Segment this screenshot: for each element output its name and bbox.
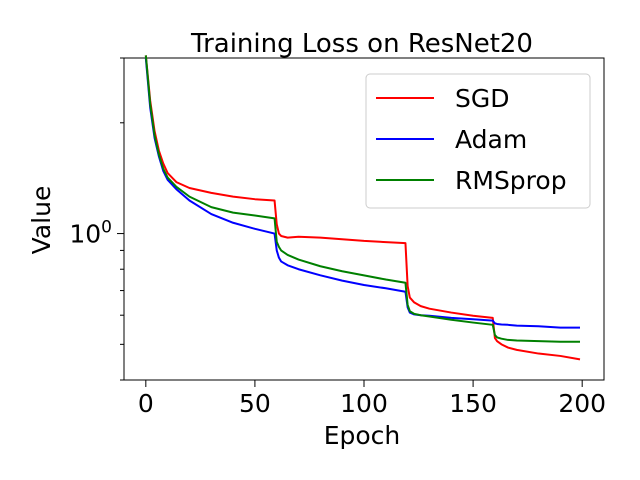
x-tick-label: 200	[558, 389, 606, 418]
y-axis-ticks: 100	[69, 57, 124, 381]
x-axis-ticks: 0 50 100 150 200	[138, 380, 606, 418]
legend-label-adam: Adam	[455, 125, 527, 154]
y-tick-label: 100	[69, 218, 112, 249]
x-tick-label: 0	[138, 389, 154, 418]
series-line-adam	[144, 57, 580, 329]
x-tick-label: 50	[239, 389, 271, 418]
legend-label-rmsprop: RMSprop	[455, 166, 567, 195]
legend-box	[365, 73, 591, 209]
series-line-sgd	[144, 55, 581, 361]
x-axis-label: Epoch	[324, 421, 401, 450]
series-layer	[144, 55, 581, 361]
legend-label-sgd: SGD	[455, 84, 510, 113]
x-tick-label: 150	[449, 389, 497, 418]
series-line-rmsprop	[144, 55, 580, 343]
chart-title: Training Loss on ResNet20	[190, 29, 533, 59]
x-tick-label: 100	[340, 389, 388, 418]
legend: SGD Adam RMSprop	[365, 73, 591, 209]
y-axis-label: Value	[27, 186, 56, 255]
